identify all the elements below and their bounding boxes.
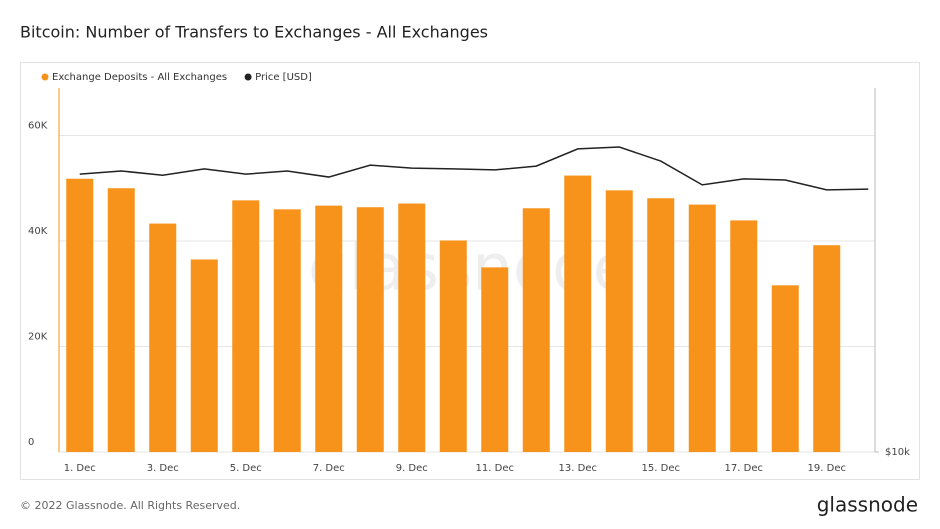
x-tick-label: 11. Dec <box>476 463 514 474</box>
bar <box>66 178 94 452</box>
bar <box>771 285 799 452</box>
bar <box>107 188 135 453</box>
x-tick-label: 19. Dec <box>808 463 846 474</box>
y-tick-label: 0 <box>28 437 34 448</box>
y2-tick-label: $10k <box>885 447 910 458</box>
x-tick-label: 3. Dec <box>147 463 179 474</box>
bar <box>398 203 426 452</box>
x-tick-label: 17. Dec <box>725 463 763 474</box>
x-tick-label: 15. Dec <box>642 463 680 474</box>
bar <box>273 209 301 452</box>
bar <box>730 220 758 452</box>
chart-frame <box>20 62 920 480</box>
bar <box>564 175 592 452</box>
x-tick-label: 5. Dec <box>230 463 262 474</box>
chart-title: Bitcoin: Number of Transfers to Exchange… <box>20 23 488 42</box>
x-tick-label: 1. Dec <box>64 463 96 474</box>
bar <box>813 245 841 452</box>
bar <box>522 208 550 452</box>
legend-label: Price [USD] <box>255 72 312 83</box>
bar <box>149 223 177 452</box>
legend-marker <box>244 73 252 81</box>
price-line <box>79 146 869 191</box>
bar <box>232 200 260 452</box>
y-tick-label: 40K <box>28 226 48 237</box>
bar <box>688 204 716 452</box>
bar <box>315 205 343 452</box>
x-tick-label: 7. Dec <box>313 463 345 474</box>
bar <box>190 259 218 452</box>
bar <box>439 240 467 452</box>
y-tick-label: 20K <box>28 331 48 342</box>
x-tick-label: 9. Dec <box>396 463 428 474</box>
y-tick-label: 60K <box>28 120 48 131</box>
bar <box>356 207 384 452</box>
bar <box>605 190 633 452</box>
footer: © 2022 Glassnode. All Rights Reserved. <box>20 499 240 512</box>
legend-label: Exchange Deposits - All Exchanges <box>52 72 227 83</box>
brand-logo: glassnode <box>817 493 918 517</box>
bar <box>647 198 675 452</box>
x-tick-label: 13. Dec <box>559 463 597 474</box>
bar <box>481 267 509 452</box>
legend-marker <box>41 73 49 81</box>
